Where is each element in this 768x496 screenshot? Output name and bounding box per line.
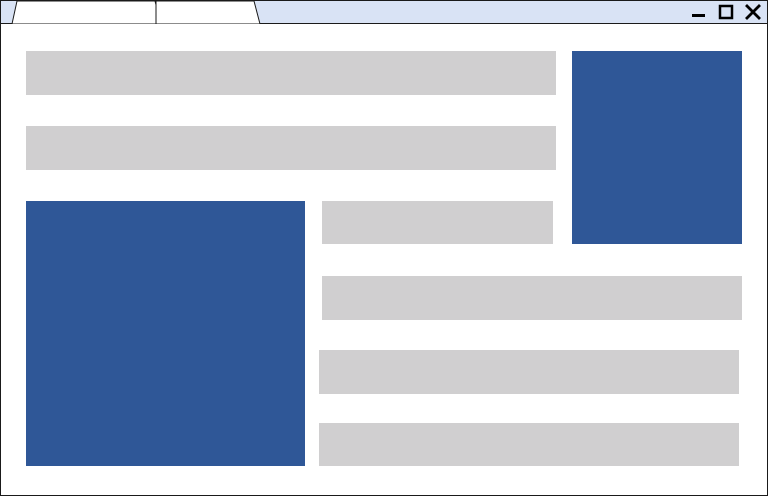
minimize-button[interactable] bbox=[689, 2, 709, 22]
window-controls bbox=[689, 2, 763, 22]
text-placeholder-2 bbox=[26, 126, 556, 170]
text-placeholder-5 bbox=[319, 350, 739, 394]
close-button[interactable] bbox=[743, 2, 763, 22]
title-bar bbox=[1, 1, 767, 24]
tab-2[interactable] bbox=[155, 1, 261, 24]
tab-strip bbox=[11, 1, 261, 24]
maximize-button[interactable] bbox=[716, 2, 736, 22]
text-placeholder-3 bbox=[322, 201, 553, 244]
image-placeholder-top-right bbox=[572, 51, 742, 244]
minimize-icon bbox=[692, 14, 705, 17]
text-placeholder-4 bbox=[322, 276, 742, 320]
close-icon bbox=[745, 4, 761, 20]
text-placeholder-1 bbox=[26, 51, 556, 95]
maximize-icon bbox=[718, 4, 734, 20]
text-placeholder-6 bbox=[319, 423, 739, 466]
image-placeholder-left bbox=[26, 201, 305, 466]
tab-1[interactable] bbox=[11, 1, 162, 24]
